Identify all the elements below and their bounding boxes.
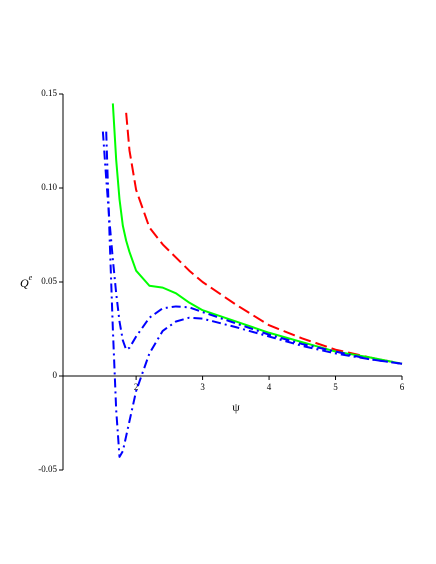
y-tick-label: -0.05 bbox=[38, 464, 57, 474]
x-tick-label: 4 bbox=[267, 382, 272, 392]
series-line bbox=[125, 112, 403, 365]
series-line bbox=[111, 103, 403, 365]
series-line bbox=[105, 131, 403, 458]
y-tick-label: 0 bbox=[53, 370, 58, 380]
x-axis-title: ψ bbox=[232, 400, 240, 414]
x-tick-label: 3 bbox=[200, 382, 205, 392]
y-axis-title-sup: e bbox=[29, 273, 33, 282]
y-tick-label: 0.10 bbox=[41, 182, 57, 192]
y-axis-title: Qe bbox=[20, 273, 33, 290]
y-tick-label: 0.15 bbox=[41, 88, 57, 98]
y-axis-title-main: Q bbox=[20, 276, 29, 290]
x-tick-label: 6 bbox=[400, 382, 405, 392]
x-tick-label: 2 bbox=[134, 382, 139, 392]
series-line bbox=[101, 131, 403, 365]
y-tick-label: 0.05 bbox=[41, 276, 57, 286]
x-tick-label: 5 bbox=[333, 382, 338, 392]
